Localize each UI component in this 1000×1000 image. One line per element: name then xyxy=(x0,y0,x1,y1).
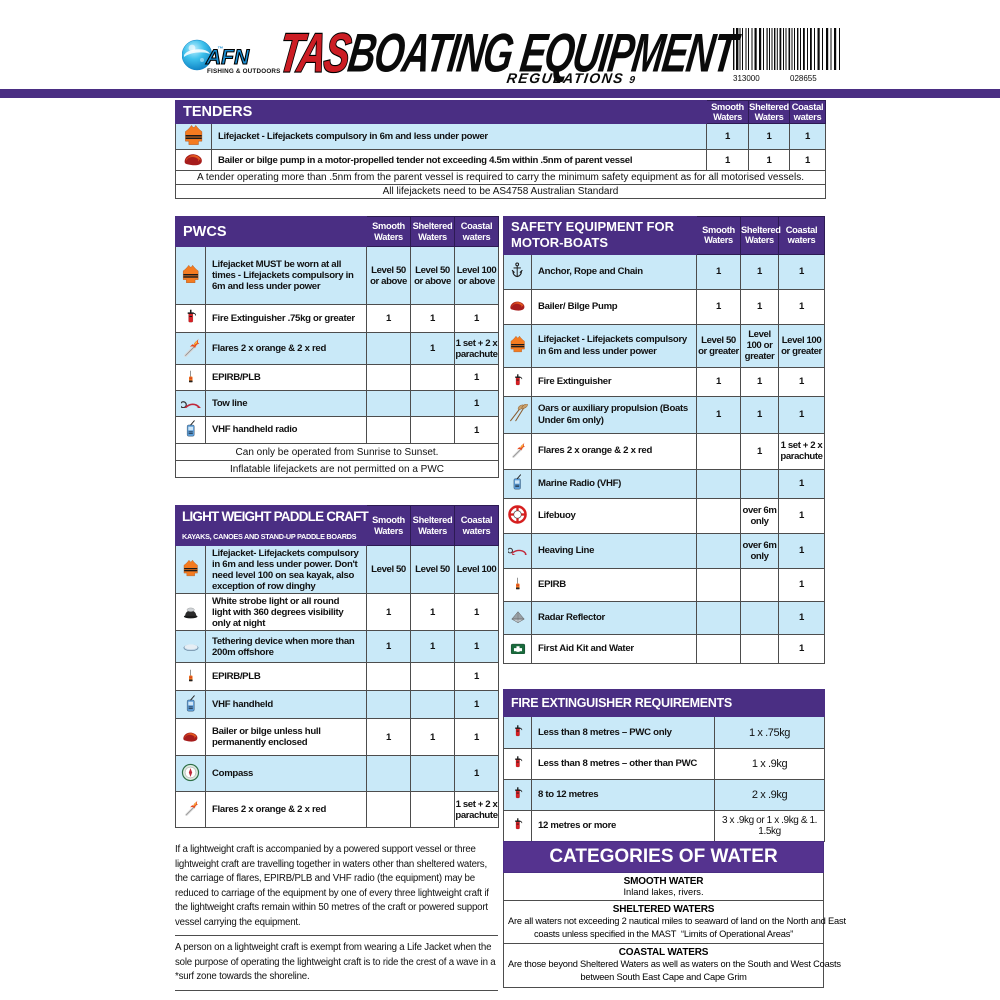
svg-text:028655: 028655 xyxy=(790,74,817,83)
svg-text:AFN: AFN xyxy=(205,46,250,69)
svg-text:313000: 313000 xyxy=(733,74,760,83)
svg-text:™: ™ xyxy=(218,46,224,53)
svg-text:FISHING & OUTDOORS: FISHING & OUTDOORS xyxy=(207,68,281,75)
